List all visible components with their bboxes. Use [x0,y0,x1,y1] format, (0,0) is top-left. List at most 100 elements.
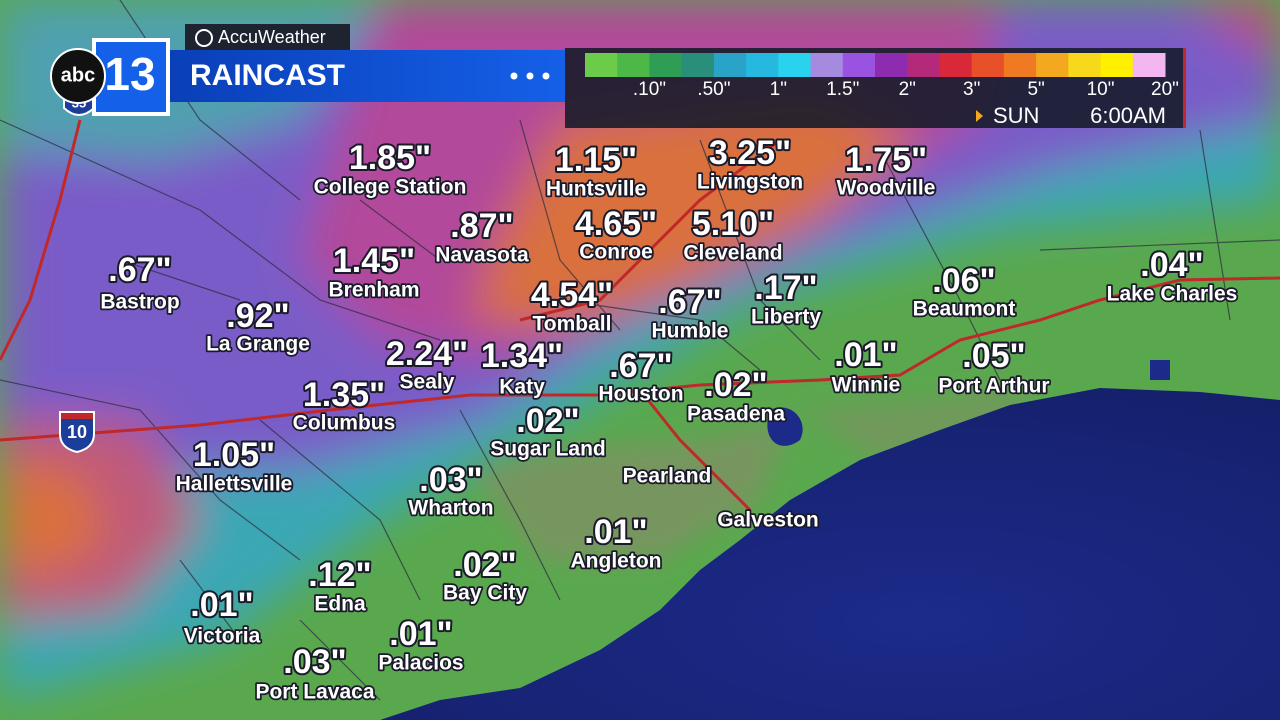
rain-amount: 1.05" [193,436,275,474]
rain-amount: 1.34" [481,337,563,375]
city-name: Houston [598,383,683,406]
rain-amount: 4.54" [531,276,613,314]
time-marker [976,110,983,122]
city-name: Pasadena [687,403,785,426]
legend-label: 10" [1087,79,1115,100]
title: RAINCAST [190,59,345,92]
legend-swatch [649,53,683,77]
city-name: Winnie [832,374,901,397]
legend: .10" .50" 1" 1.5" 2" 3" 5" 10" 20" [585,53,1179,100]
city-name: Sugar Land [490,438,606,461]
day: SUN [993,103,1039,128]
rain-amount: .04" [1140,246,1203,284]
rain-amount: .02" [516,402,579,440]
rain-amount: 1.75" [845,141,927,179]
time: 6:00AM [1090,103,1166,128]
rain-amount: .01" [584,513,647,551]
city-name: Bastrop [100,291,179,314]
rain-amount: .03" [419,461,482,499]
highways [0,119,1280,512]
city-name: Tomball [533,313,612,336]
city-name: Victoria [184,625,261,648]
legend-label: 2" [899,79,916,100]
interstate-10-shield: 10 [59,411,95,454]
city-name: Palacios [378,652,463,675]
legend-label: .10" [633,79,666,100]
city-name: Katy [499,376,545,399]
city-name: Pearland [623,465,712,488]
legend-swatch [939,53,973,77]
legend-swatch [681,53,715,77]
city-name: Bay City [443,582,527,605]
city-name: College Station [314,176,467,199]
city-name: Livingston [697,171,803,194]
rain-amount: .01" [190,586,253,624]
rain-amount: .67" [609,347,672,385]
legend-swatch [617,53,650,77]
abc-text: abc [61,64,95,86]
highway-label: 10 [67,422,87,442]
title-bar [170,50,565,102]
rain-amount: 1.15" [555,141,637,179]
menu-dots [510,72,550,80]
city-name: Port Arthur [938,375,1049,398]
rain-amount: .02" [704,366,767,404]
city-name: Columbus [293,412,396,435]
rain-amount: .17" [754,269,817,307]
legend-swatch [713,53,747,77]
legend-label: 3" [963,79,980,100]
rain-amount: .03" [283,643,346,681]
rain-amount: .06" [932,262,995,300]
legend-label: 1" [770,79,787,100]
legend-label: .50" [697,79,730,100]
brand: AccuWeather [218,27,326,47]
rain-amount: 1.35" [303,376,385,414]
city-name: Hallettsville [176,473,293,496]
rain-amount: .12" [308,556,371,594]
legend-swatch [1003,53,1037,77]
city-name: Conroe [579,241,653,264]
legend-swatch [875,53,908,77]
legend-swatch [1068,53,1102,77]
rain-amount: .01" [389,615,452,653]
legend-swatch [746,53,779,77]
city-name: La Grange [206,333,310,356]
legend-swatch [1132,53,1166,77]
legend-swatch [842,53,876,77]
legend-swatch [971,53,1005,77]
city-name: Huntsville [546,178,646,201]
city-name: Edna [314,593,366,616]
city-name: Sealy [400,371,455,394]
logo-inner [96,42,166,112]
city-name: Galveston [717,509,819,532]
rain-amount: .92" [226,297,289,335]
rain-amount: .67" [108,251,171,289]
rain-amount: 3.25" [709,134,791,172]
rain-amount: 2.24" [386,335,468,373]
rain-amount: 5.10" [692,205,774,243]
rain-amount: .87" [450,207,513,245]
legend-swatch [1036,53,1069,77]
legend-label: 20" [1151,79,1179,100]
city-name: Brenham [328,279,419,302]
rain-amount: 1.85" [349,139,431,177]
city-name: Beaumont [913,298,1016,321]
city-name: Navasota [435,244,529,267]
dry-areas [470,380,1040,560]
legend-swatch [778,53,812,77]
rain-amount: .01" [834,336,897,374]
city-name: Cleveland [683,242,782,265]
city-name: Woodville [837,177,936,200]
city-labels: 1.85"College Station 1.15"Huntsville 3.25"… [99,132,1240,705]
city-name: Angleton [571,550,662,573]
legend-label: 5" [1027,79,1044,100]
legend-swatch [585,53,618,77]
rain-amount: 4.65" [575,205,657,243]
legend-edge [1183,48,1186,128]
city-name: Lake Charles [1107,283,1238,306]
legend-swatch [810,53,844,77]
legend-label: 1.5" [826,79,859,100]
gulf-water [380,388,1280,720]
